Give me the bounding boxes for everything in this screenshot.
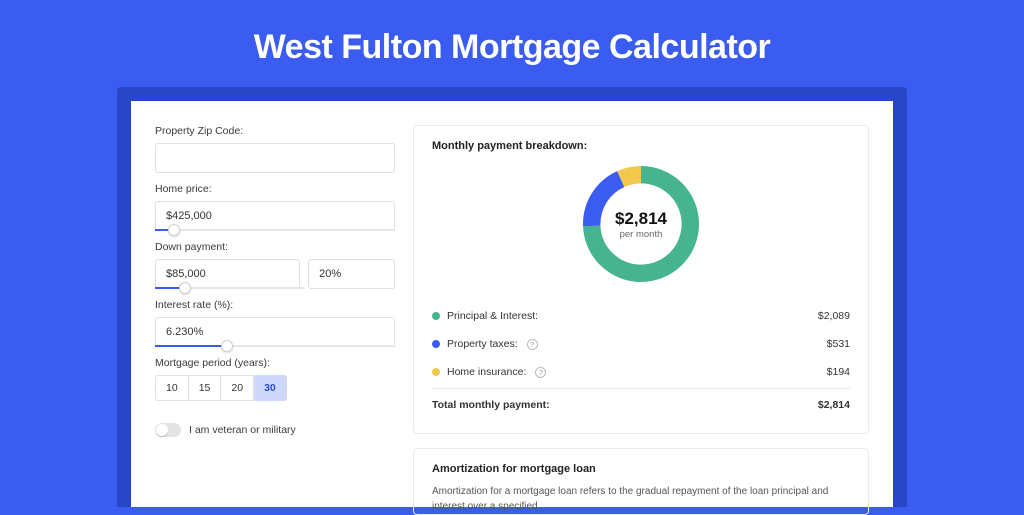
veteran-toggle[interactable] [155, 423, 181, 437]
amortization-title: Amortization for mortgage loan [432, 463, 850, 475]
breakdown-legend: Principal & Interest: $2,089 Property taxe… [432, 302, 850, 386]
interest-rate-label: Interest rate (%): [155, 299, 395, 311]
results-column: Monthly payment breakdown: $2,814 per mo… [413, 125, 869, 507]
legend-value: $194 [827, 366, 850, 378]
home-price-input[interactable] [155, 201, 395, 231]
down-payment-percent-input[interactable] [308, 259, 395, 289]
down-payment-amount-input[interactable] [155, 259, 300, 289]
home-price-slider[interactable] [155, 229, 395, 231]
legend-value: $531 [827, 338, 850, 350]
card-band: Property Zip Code: Home price: Down paym… [117, 87, 907, 507]
down-payment-slider[interactable] [155, 287, 305, 289]
home-price-label: Home price: [155, 183, 395, 195]
donut-sublabel: per month [620, 229, 663, 240]
period-button-30[interactable]: 30 [254, 375, 287, 401]
interest-rate-slider[interactable] [155, 345, 395, 347]
help-icon[interactable]: ? [535, 367, 546, 378]
slider-thumb[interactable] [221, 340, 233, 352]
legend-dot [432, 312, 440, 320]
veteran-row: I am veteran or military [155, 423, 395, 437]
interest-rate-field: Interest rate (%): [155, 299, 395, 347]
legend-label: Home insurance: [447, 366, 526, 378]
mortgage-period-buttons: 10152030 [155, 375, 395, 401]
calculator-card: Property Zip Code: Home price: Down paym… [131, 101, 893, 507]
zip-label: Property Zip Code: [155, 125, 395, 137]
page-title: West Fulton Mortgage Calculator [254, 28, 771, 67]
period-button-20[interactable]: 20 [221, 375, 254, 401]
down-payment-label: Down payment: [155, 241, 395, 253]
mortgage-period-field: Mortgage period (years): 10152030 [155, 357, 395, 401]
slider-thumb[interactable] [179, 282, 191, 294]
interest-rate-input[interactable] [155, 317, 395, 347]
down-payment-field: Down payment: [155, 241, 395, 289]
toggle-knob [156, 424, 168, 436]
inputs-column: Property Zip Code: Home price: Down paym… [155, 125, 395, 507]
breakdown-title: Monthly payment breakdown: [432, 140, 850, 152]
total-value: $2,814 [818, 399, 850, 411]
legend-value: $2,089 [818, 310, 850, 322]
mortgage-period-label: Mortgage period (years): [155, 357, 395, 369]
period-button-10[interactable]: 10 [155, 375, 189, 401]
veteran-label: I am veteran or military [189, 424, 296, 436]
legend-row: Property taxes:? $531 [432, 330, 850, 358]
legend-row: Home insurance:? $194 [432, 358, 850, 386]
amortization-text: Amortization for a mortgage loan refers … [432, 485, 850, 514]
zip-field: Property Zip Code: [155, 125, 395, 173]
breakdown-panel: Monthly payment breakdown: $2,814 per mo… [413, 125, 869, 434]
zip-input[interactable] [155, 143, 395, 173]
payment-donut-chart: $2,814 per month [579, 162, 703, 286]
period-button-15[interactable]: 15 [189, 375, 222, 401]
legend-row: Principal & Interest: $2,089 [432, 302, 850, 330]
donut-amount: $2,814 [615, 209, 667, 229]
amortization-panel: Amortization for mortgage loan Amortizat… [413, 448, 869, 515]
total-row: Total monthly payment: $2,814 [432, 388, 850, 419]
home-price-field: Home price: [155, 183, 395, 231]
help-icon[interactable]: ? [527, 339, 538, 350]
total-label: Total monthly payment: [432, 399, 550, 411]
legend-label: Principal & Interest: [447, 310, 538, 322]
legend-dot [432, 340, 440, 348]
legend-label: Property taxes: [447, 338, 518, 350]
legend-dot [432, 368, 440, 376]
slider-thumb[interactable] [168, 224, 180, 236]
